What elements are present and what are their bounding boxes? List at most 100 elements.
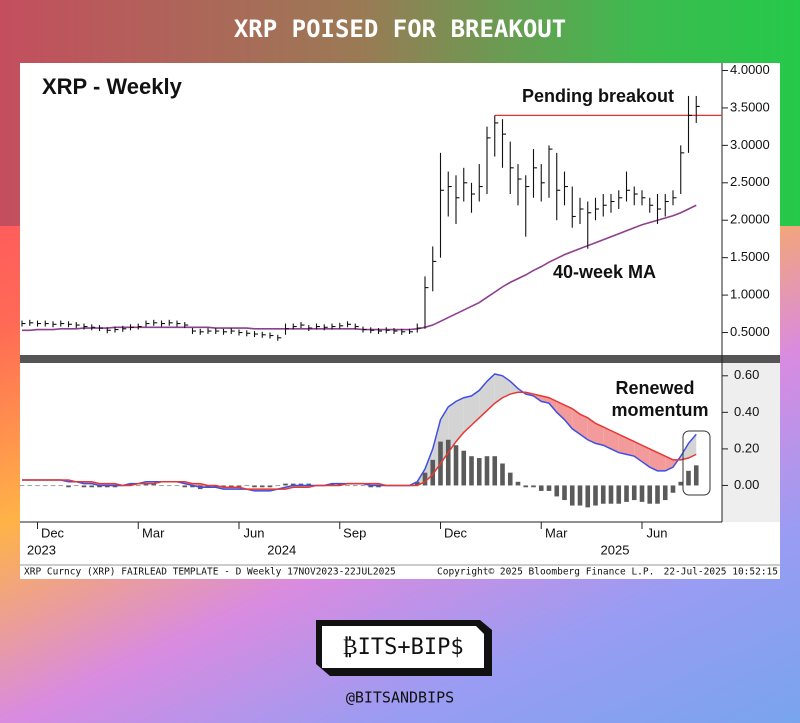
highlight-box [682, 430, 711, 496]
y-tick-label: 2.0000 [730, 212, 770, 227]
histogram-bar [647, 485, 653, 504]
histogram-bar [267, 485, 273, 488]
band-fill [471, 390, 480, 426]
band-fill [595, 423, 604, 446]
histogram-bar [89, 485, 95, 488]
page-title: XRP POISED FOR BREAKOUT [234, 15, 566, 43]
histogram-bar [523, 485, 529, 488]
histogram-bar [73, 485, 79, 487]
footer-text: XRP Curncy (XRP) FAIRLEAD TEMPLATE - D W… [24, 567, 396, 578]
x-tick-label: Jun [647, 525, 668, 540]
indicator-line [22, 391, 697, 490]
histogram-bar [236, 485, 242, 488]
histogram-bar [453, 445, 459, 486]
histogram-bar [112, 485, 118, 488]
histogram-bar [546, 485, 552, 491]
histogram-bar [19, 485, 25, 487]
histogram-bar [360, 485, 366, 487]
band-fill [580, 414, 588, 440]
histogram-bar [414, 481, 420, 486]
x-year-label: 2023 [27, 542, 56, 557]
histogram-bar [143, 483, 149, 486]
annotation: momentum [611, 400, 708, 420]
histogram-bar [531, 485, 536, 488]
histogram-bar [337, 483, 343, 486]
footer-text: Copyright© 2025 Bloomberg Finance L.P. [437, 567, 654, 578]
histogram-bar [469, 456, 474, 486]
histogram-bar [128, 483, 133, 486]
histogram-bar [616, 485, 622, 504]
histogram-bar [27, 485, 33, 487]
y-tick-label: 1.5000 [730, 249, 770, 264]
y-tick-label: 0.60 [734, 367, 759, 382]
band-fill [665, 456, 673, 471]
histogram-bar [554, 485, 560, 497]
histogram-bar [608, 485, 614, 504]
histogram-bar [50, 485, 56, 487]
histogram-bar [290, 483, 296, 486]
band-fill [587, 417, 596, 444]
x-tick-label: Mar [545, 525, 568, 540]
y-tick-label: 4.0000 [730, 62, 770, 77]
histogram-bar [368, 485, 374, 488]
band-fill [564, 405, 573, 429]
histogram-bar [538, 485, 544, 491]
band-fill [618, 434, 627, 455]
y-tick-label: 3.0000 [730, 137, 770, 152]
histogram-bar [205, 485, 211, 488]
band-fill [463, 395, 472, 433]
histogram-bar [104, 485, 110, 488]
annotation: 40-week MA [553, 262, 656, 282]
x-tick-label: Mar [142, 525, 165, 540]
band-fill [626, 437, 635, 457]
band-fill [479, 381, 487, 418]
band-fill [502, 375, 511, 398]
histogram-bar [252, 485, 257, 488]
y-tick-label: 1.0000 [730, 287, 770, 302]
histogram-bar [35, 485, 40, 487]
histogram-bar [686, 470, 691, 486]
histogram-bar [492, 456, 498, 486]
panel-divider [20, 355, 780, 363]
histogram-bar [476, 458, 482, 486]
histogram-bar [445, 439, 451, 486]
histogram-bar [352, 485, 358, 487]
chart-title: XRP - Weekly [42, 74, 183, 99]
histogram-bar [662, 485, 668, 501]
logo-text: ₿ITS+BIP$ [342, 635, 463, 660]
band-fill [487, 373, 495, 411]
y-tick-label: 2.5000 [730, 174, 770, 189]
y-tick-label: 0.5000 [730, 324, 770, 339]
x-tick-label: Dec [444, 525, 468, 540]
band-fill [642, 445, 650, 468]
y-tick-label: 3.5000 [730, 99, 770, 114]
histogram-bar [600, 485, 606, 504]
footer-text: 22-Jul-2025 10:52:15 [664, 567, 778, 578]
band-fill [572, 408, 580, 435]
histogram-bar [624, 485, 629, 502]
band-fill [549, 397, 557, 413]
band-fill [657, 452, 666, 471]
histogram-bar [484, 456, 490, 486]
histogram-bar [670, 485, 676, 493]
histogram-bar [151, 483, 157, 486]
histogram-bar [631, 485, 637, 501]
histogram-bar [283, 483, 288, 486]
band-fill [556, 401, 565, 420]
histogram-bar [678, 481, 684, 486]
band-fill [494, 373, 503, 404]
annotation: Pending breakout [522, 86, 674, 106]
histogram-bar [655, 485, 660, 504]
plot: 0.5000 1.0000 1.5000 2.0000 2.5000 3.0000 3.50… [19, 62, 770, 557]
band-fill [456, 397, 464, 442]
y-tick-label: 0.00 [734, 477, 759, 492]
histogram-bar [81, 485, 87, 488]
histogram-bar [507, 472, 513, 486]
histogram-bar [166, 485, 172, 487]
histogram-bar [376, 485, 381, 488]
histogram-bar [97, 485, 102, 488]
histogram-bar [500, 463, 505, 486]
histogram-bar [639, 485, 645, 502]
histogram-bar [174, 485, 180, 487]
